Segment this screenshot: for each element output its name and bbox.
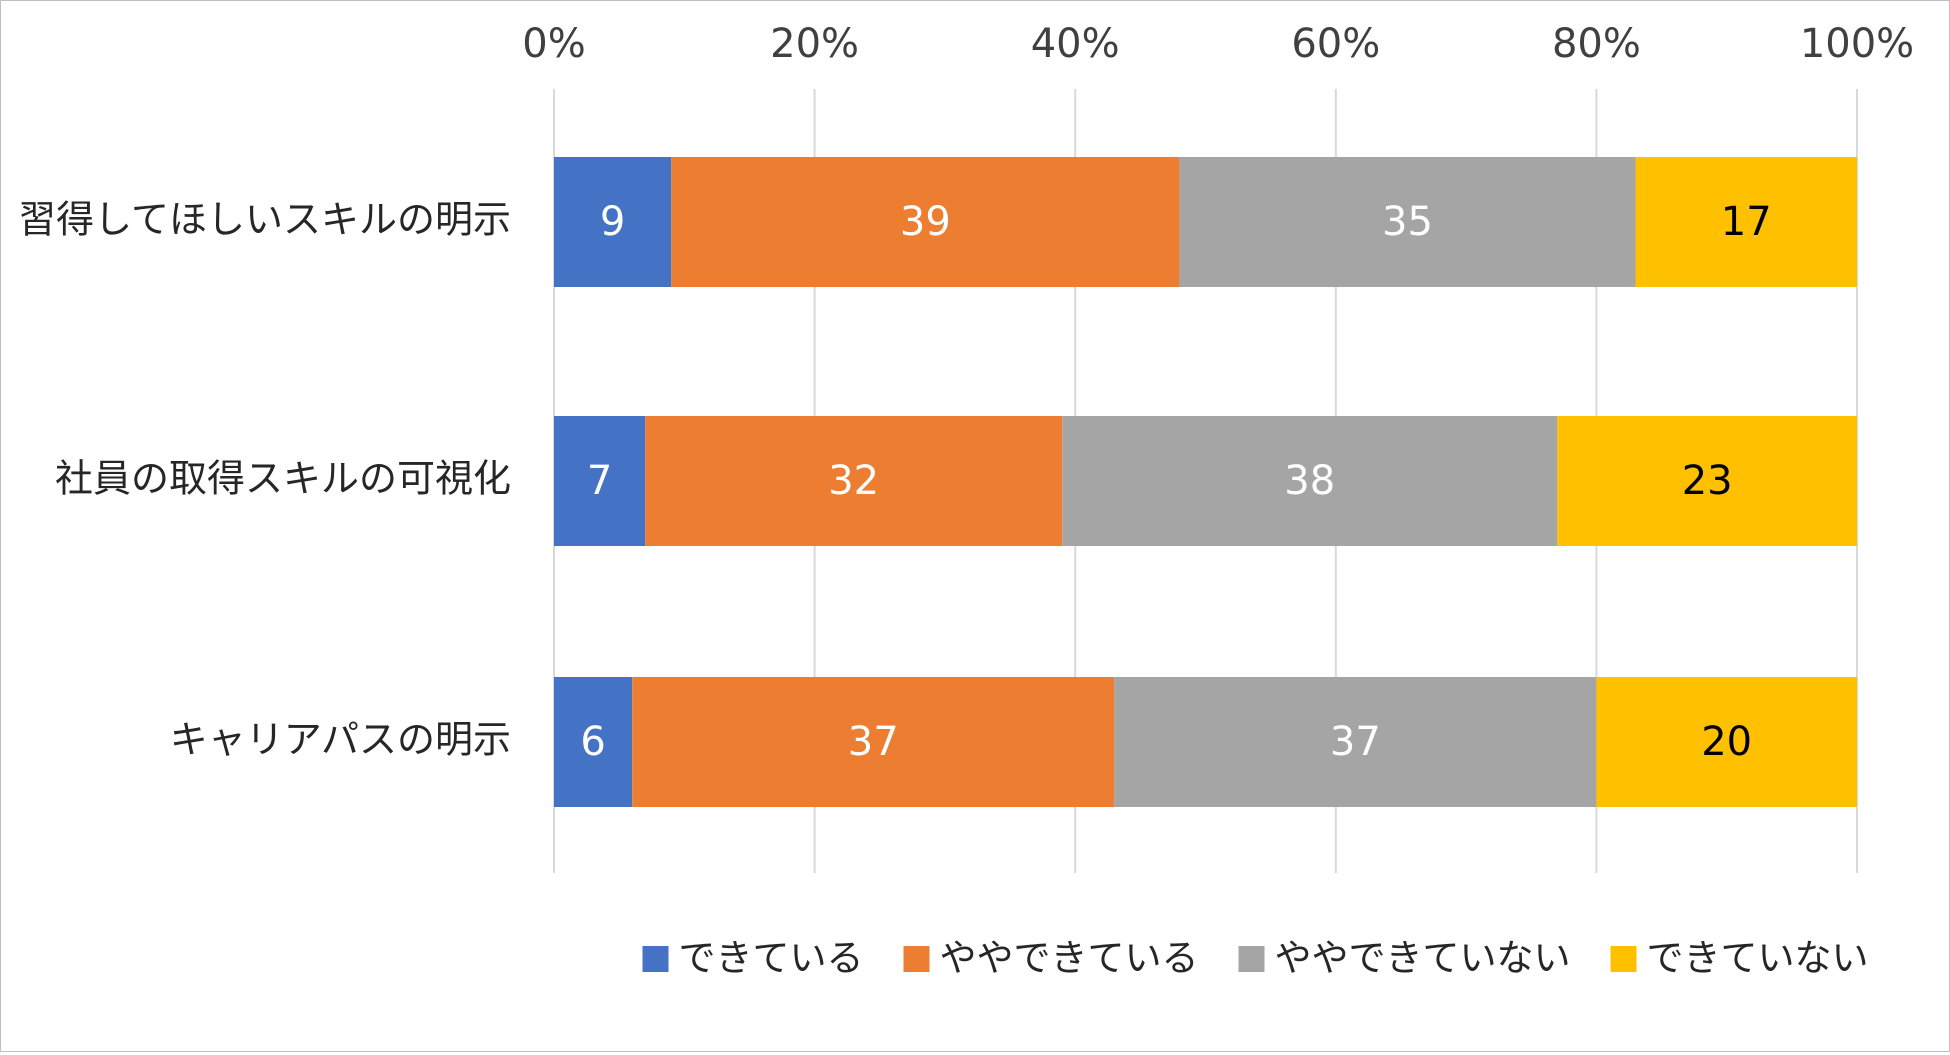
data-label: 6: [580, 719, 605, 765]
data-label: 32: [828, 458, 879, 504]
bar-segment: [1557, 416, 1857, 546]
bar-segment: [1179, 157, 1636, 287]
bar-segment: [1062, 416, 1558, 546]
data-label: 39: [900, 199, 951, 245]
bar-segment: [554, 157, 672, 287]
data-label: 35: [1382, 199, 1433, 245]
legend-label: できていない: [1647, 937, 1869, 980]
legend-label: ややできていない: [1275, 937, 1571, 980]
bars: 9 39 35 17 7 32 38 23 6 37 37 20: [554, 157, 1857, 807]
x-tick-label: 40%: [1031, 21, 1120, 67]
legend-swatch: [1238, 946, 1265, 972]
data-label: 38: [1284, 458, 1335, 504]
data-label: 37: [848, 719, 899, 765]
legend-swatch: [903, 946, 930, 972]
bar-segment: [645, 416, 1063, 546]
category-label: 社員の取得スキルの可視化: [55, 457, 511, 501]
bar-segment: [671, 157, 1180, 287]
data-label: 7: [587, 458, 612, 504]
data-label: 20: [1701, 719, 1752, 765]
legend-label: ややできている: [940, 937, 1199, 980]
legend-swatch: [642, 946, 669, 972]
bar-segment: [1114, 677, 1597, 807]
data-label: 17: [1721, 199, 1772, 245]
legend-swatch: [1610, 946, 1637, 972]
legend-label: できている: [679, 937, 864, 980]
x-axis-ticks: 0% 20% 40% 60% 80% 100%: [522, 21, 1914, 67]
legend-item: できていない: [1610, 937, 1869, 980]
x-tick-label: 0%: [522, 21, 585, 67]
bar-segment: [1635, 157, 1857, 287]
bar-segment: [554, 677, 633, 807]
bar-segment: [1596, 677, 1857, 807]
data-label: 9: [600, 199, 625, 245]
legend: できている ややできている ややできていない できていない: [642, 937, 1869, 980]
x-tick-label: 20%: [770, 21, 859, 67]
x-tick-label: 60%: [1291, 21, 1380, 67]
category-label: キャリアパスの明示: [170, 718, 511, 762]
data-label: 37: [1330, 719, 1381, 765]
x-tick-label: 80%: [1552, 21, 1641, 67]
bar-segment: [632, 677, 1115, 807]
data-label: 23: [1682, 458, 1733, 504]
category-label: 習得してほしいスキルの明示: [18, 198, 511, 242]
bar-segment: [554, 416, 646, 546]
legend-item: ややできている: [903, 937, 1199, 980]
legend-item: できている: [642, 937, 864, 980]
legend-item: ややできていない: [1238, 937, 1571, 980]
x-tick-label: 100%: [1800, 21, 1914, 67]
